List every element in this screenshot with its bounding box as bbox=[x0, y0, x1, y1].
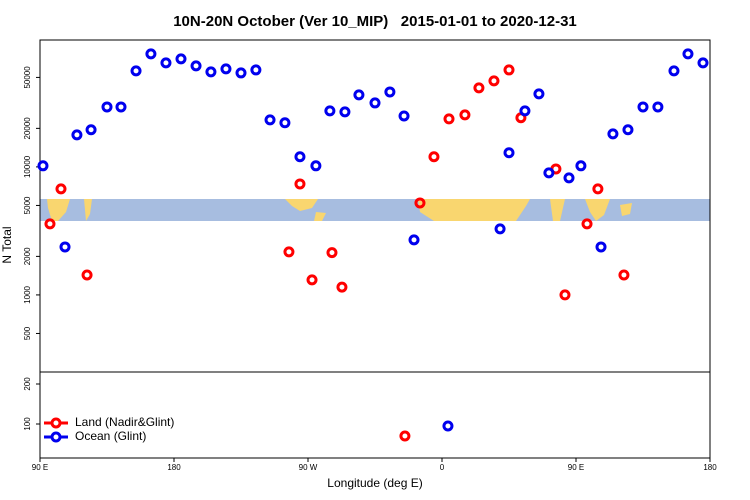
point bbox=[310, 160, 322, 172]
point bbox=[55, 183, 67, 195]
point bbox=[81, 269, 93, 281]
point bbox=[595, 241, 607, 253]
legend-marker bbox=[50, 417, 62, 429]
point bbox=[637, 101, 649, 113]
point bbox=[399, 430, 411, 442]
point bbox=[101, 101, 113, 113]
y-tick-label: 1000 bbox=[23, 285, 32, 303]
point bbox=[414, 197, 426, 209]
y-tick-label: 10000 bbox=[23, 155, 32, 178]
point bbox=[326, 247, 338, 259]
point bbox=[336, 281, 348, 293]
point bbox=[294, 178, 306, 190]
point bbox=[408, 234, 420, 246]
legend-label: Land (Nadir&Glint) bbox=[75, 415, 174, 429]
point bbox=[71, 129, 83, 141]
point bbox=[519, 105, 531, 117]
map-strip bbox=[40, 199, 710, 221]
point bbox=[283, 246, 295, 258]
point bbox=[306, 274, 318, 286]
y-tick-label: 50000 bbox=[23, 66, 32, 89]
panel-frame bbox=[39, 371, 711, 459]
x-tick-label: 90 W bbox=[299, 463, 318, 472]
x-axis-label: Longitude (deg E) bbox=[327, 476, 422, 490]
y-tick-label: 2000 bbox=[23, 247, 32, 265]
y-tick-label: 5000 bbox=[23, 196, 32, 214]
point bbox=[279, 117, 291, 129]
point bbox=[130, 65, 142, 77]
x-tick-label: 90 E bbox=[32, 463, 48, 472]
point bbox=[324, 105, 336, 117]
point bbox=[339, 106, 351, 118]
point bbox=[697, 57, 709, 69]
x-tick-label: 90 E bbox=[568, 463, 584, 472]
y-axis-label: N Total bbox=[0, 226, 14, 263]
point bbox=[220, 63, 232, 75]
point bbox=[668, 65, 680, 77]
y-tick-label: 20000 bbox=[23, 117, 32, 140]
point bbox=[503, 64, 515, 76]
point bbox=[581, 218, 593, 230]
point bbox=[115, 101, 127, 113]
point bbox=[250, 64, 262, 76]
point bbox=[443, 113, 455, 125]
x-tick-label: 0 bbox=[440, 463, 445, 472]
point bbox=[44, 218, 56, 230]
point bbox=[59, 241, 71, 253]
point bbox=[682, 48, 694, 60]
point bbox=[294, 151, 306, 163]
point bbox=[175, 53, 187, 65]
point bbox=[494, 223, 506, 235]
point bbox=[442, 420, 454, 432]
point bbox=[145, 48, 157, 60]
point bbox=[488, 75, 500, 87]
point bbox=[592, 183, 604, 195]
point bbox=[264, 114, 276, 126]
chart-title: 10N-20N October (Ver 10_MIP) 2015-01-01 … bbox=[173, 13, 577, 30]
point bbox=[563, 172, 575, 184]
point bbox=[533, 88, 545, 100]
y-tick-label: 200 bbox=[23, 377, 32, 391]
x-tick-label: 180 bbox=[167, 463, 181, 472]
point bbox=[205, 66, 217, 78]
point bbox=[235, 67, 247, 79]
point bbox=[459, 109, 471, 121]
point bbox=[543, 167, 555, 179]
legend-marker bbox=[50, 431, 62, 443]
point bbox=[37, 160, 49, 172]
point bbox=[559, 289, 571, 301]
point bbox=[622, 124, 634, 136]
point bbox=[190, 60, 202, 72]
point bbox=[160, 57, 172, 69]
point bbox=[652, 101, 664, 113]
point bbox=[618, 269, 630, 281]
point bbox=[607, 128, 619, 140]
point bbox=[369, 97, 381, 109]
point bbox=[503, 147, 515, 159]
legend-label: Ocean (Glint) bbox=[75, 429, 146, 443]
point bbox=[398, 110, 410, 122]
point bbox=[85, 124, 97, 136]
x-tick-label: 180 bbox=[703, 463, 717, 472]
y-tick-label: 500 bbox=[23, 326, 32, 340]
point bbox=[575, 160, 587, 172]
y-tick-label: 100 bbox=[23, 417, 32, 431]
point bbox=[384, 86, 396, 98]
point bbox=[353, 89, 365, 101]
point bbox=[428, 151, 440, 163]
point bbox=[473, 82, 485, 94]
